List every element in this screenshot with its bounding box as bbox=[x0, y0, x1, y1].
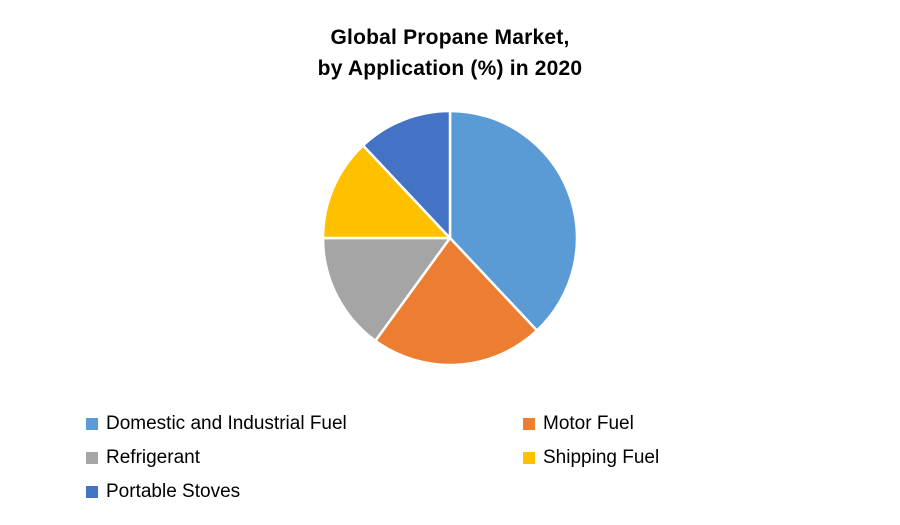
pie-slice-motor-fuel bbox=[374, 236, 539, 367]
pie-chart bbox=[318, 106, 582, 370]
chart-title-line1: Global Propane Market, bbox=[330, 26, 570, 49]
chart-legend: Domestic and Industrial Fuel Motor Fuel Re… bbox=[86, 413, 856, 503]
legend-swatch-icon bbox=[523, 452, 535, 464]
legend-swatch-icon bbox=[86, 486, 98, 498]
legend-swatch-icon bbox=[523, 418, 535, 430]
pie-slice-domestic-and-industrial-fuel bbox=[448, 109, 579, 332]
legend-item-portable-stoves: Portable Stoves bbox=[86, 481, 523, 503]
legend-item-refrigerant: Refrigerant bbox=[86, 447, 523, 469]
pie-slice-refrigerant bbox=[321, 236, 452, 342]
legend-item-domestic-and-industrial-fuel: Domestic and Industrial Fuel bbox=[86, 413, 523, 435]
chart-title-line2: by Application (%) in 2020 bbox=[317, 57, 583, 80]
legend-swatch-icon bbox=[86, 452, 98, 464]
legend-item-shipping-fuel: Shipping Fuel bbox=[523, 447, 856, 469]
legend-label: Portable Stoves bbox=[106, 481, 241, 502]
legend-label: Refrigerant bbox=[106, 447, 200, 468]
legend-swatch-icon bbox=[86, 418, 98, 430]
legend-label: Shipping Fuel bbox=[543, 447, 660, 468]
pie-slice-portable-stoves bbox=[361, 109, 452, 240]
legend-label: Domestic and Industrial Fuel bbox=[106, 413, 347, 434]
pie-svg bbox=[321, 109, 579, 367]
legend-item-motor-fuel: Motor Fuel bbox=[523, 413, 856, 435]
legend-label: Motor Fuel bbox=[543, 413, 634, 434]
chart-title: Global Propane Market, by Application (%… bbox=[0, 22, 900, 84]
pie-slice-shipping-fuel bbox=[321, 144, 452, 240]
